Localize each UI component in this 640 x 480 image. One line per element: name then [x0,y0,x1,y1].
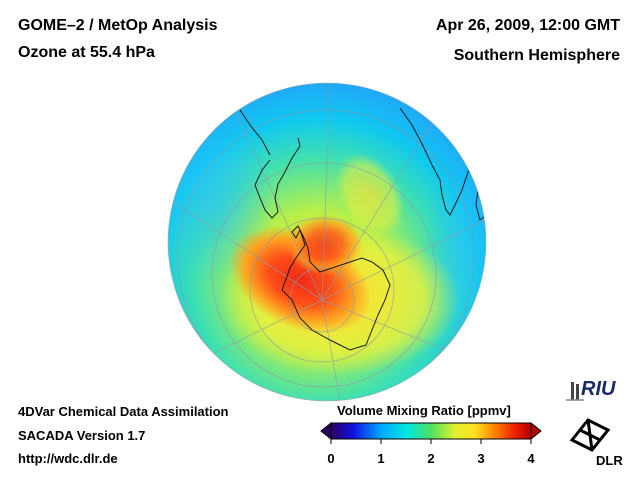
map-title: GOME–2 / MetOp Analysis [18,17,218,34]
colorbar-tick-label: 1 [377,451,385,466]
dlr-logo: DLR [569,418,623,468]
colorbar-tick-label: 2 [427,451,435,466]
colorbar-title: Volume Mixing Ratio [ppmv] [337,403,511,418]
colorbar-tick-label: 0 [327,451,335,466]
map-hemisphere: Southern Hemisphere [453,47,620,64]
colorbar [320,421,542,444]
colorbar-tick-label: 3 [477,451,485,466]
credit-method: 4DVar Chemical Data Assimilation [18,404,229,419]
credit-version: SACADA Version 1.7 [18,428,146,443]
riu-logo: RIU [566,378,616,401]
graticule [169,83,486,401]
colorbar-high-arrow [530,421,542,441]
map-datetime: Apr 26, 2009, 12:00 GMT [435,17,620,34]
credit-url[interactable]: http://wdc.dlr.de [18,451,118,466]
dlr-logo-text: DLR [596,453,623,468]
colorbar-low-arrow [320,421,332,441]
map-subtitle: Ozone at 55.4 hPa [18,44,155,61]
colorbar-gradient [330,422,532,440]
riu-logo-text: RIU [581,378,616,400]
globe-outline [167,82,487,402]
colorbar-tick-label: 4 [527,451,535,466]
